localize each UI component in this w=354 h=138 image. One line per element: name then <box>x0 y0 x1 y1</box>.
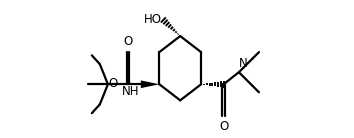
Text: NH: NH <box>122 85 139 98</box>
Text: HO: HO <box>143 13 161 26</box>
Text: O: O <box>123 35 133 48</box>
Text: O: O <box>219 120 228 133</box>
Text: N: N <box>239 57 248 70</box>
Polygon shape <box>141 80 159 88</box>
Text: O: O <box>109 77 118 90</box>
